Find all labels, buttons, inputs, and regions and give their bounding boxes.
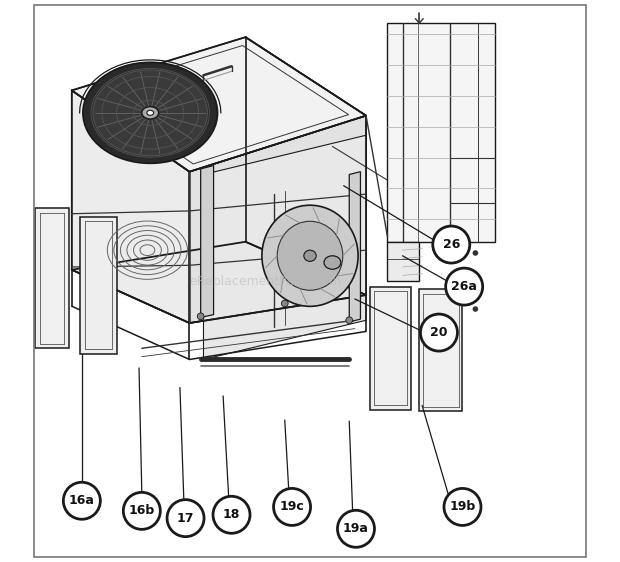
Polygon shape: [35, 208, 69, 348]
Ellipse shape: [262, 205, 358, 306]
Ellipse shape: [324, 256, 341, 269]
Polygon shape: [80, 216, 117, 354]
Circle shape: [472, 250, 478, 256]
Ellipse shape: [83, 62, 218, 164]
Polygon shape: [72, 37, 366, 171]
Polygon shape: [72, 90, 190, 323]
Text: eReplacementParts.com: eReplacementParts.com: [189, 274, 341, 288]
Ellipse shape: [277, 221, 343, 290]
Text: 19a: 19a: [343, 522, 369, 535]
Circle shape: [446, 268, 482, 305]
Polygon shape: [201, 166, 213, 318]
Text: 19c: 19c: [280, 500, 304, 514]
Polygon shape: [388, 242, 419, 281]
Ellipse shape: [93, 70, 208, 156]
Text: 26: 26: [443, 238, 460, 251]
Circle shape: [63, 482, 100, 519]
Circle shape: [472, 278, 478, 284]
Ellipse shape: [142, 107, 159, 119]
Circle shape: [433, 226, 470, 263]
Polygon shape: [388, 23, 495, 242]
Polygon shape: [349, 171, 360, 322]
Circle shape: [472, 306, 478, 312]
Circle shape: [444, 488, 481, 525]
Polygon shape: [190, 116, 366, 323]
Text: 18: 18: [223, 508, 240, 522]
Circle shape: [281, 300, 288, 307]
Polygon shape: [203, 135, 366, 360]
Ellipse shape: [304, 250, 316, 261]
Ellipse shape: [147, 110, 154, 115]
Text: 17: 17: [177, 511, 194, 525]
Polygon shape: [419, 289, 463, 411]
Text: 16b: 16b: [129, 504, 155, 518]
Text: 19b: 19b: [450, 500, 476, 514]
Circle shape: [213, 496, 250, 533]
Text: 26a: 26a: [451, 280, 477, 293]
Circle shape: [197, 313, 204, 320]
Circle shape: [337, 510, 374, 547]
Circle shape: [123, 492, 161, 529]
Circle shape: [346, 317, 353, 324]
Circle shape: [273, 488, 311, 525]
Polygon shape: [370, 287, 411, 410]
Text: 16a: 16a: [69, 494, 95, 507]
Circle shape: [167, 500, 204, 537]
Circle shape: [420, 314, 458, 351]
Text: 20: 20: [430, 326, 448, 339]
